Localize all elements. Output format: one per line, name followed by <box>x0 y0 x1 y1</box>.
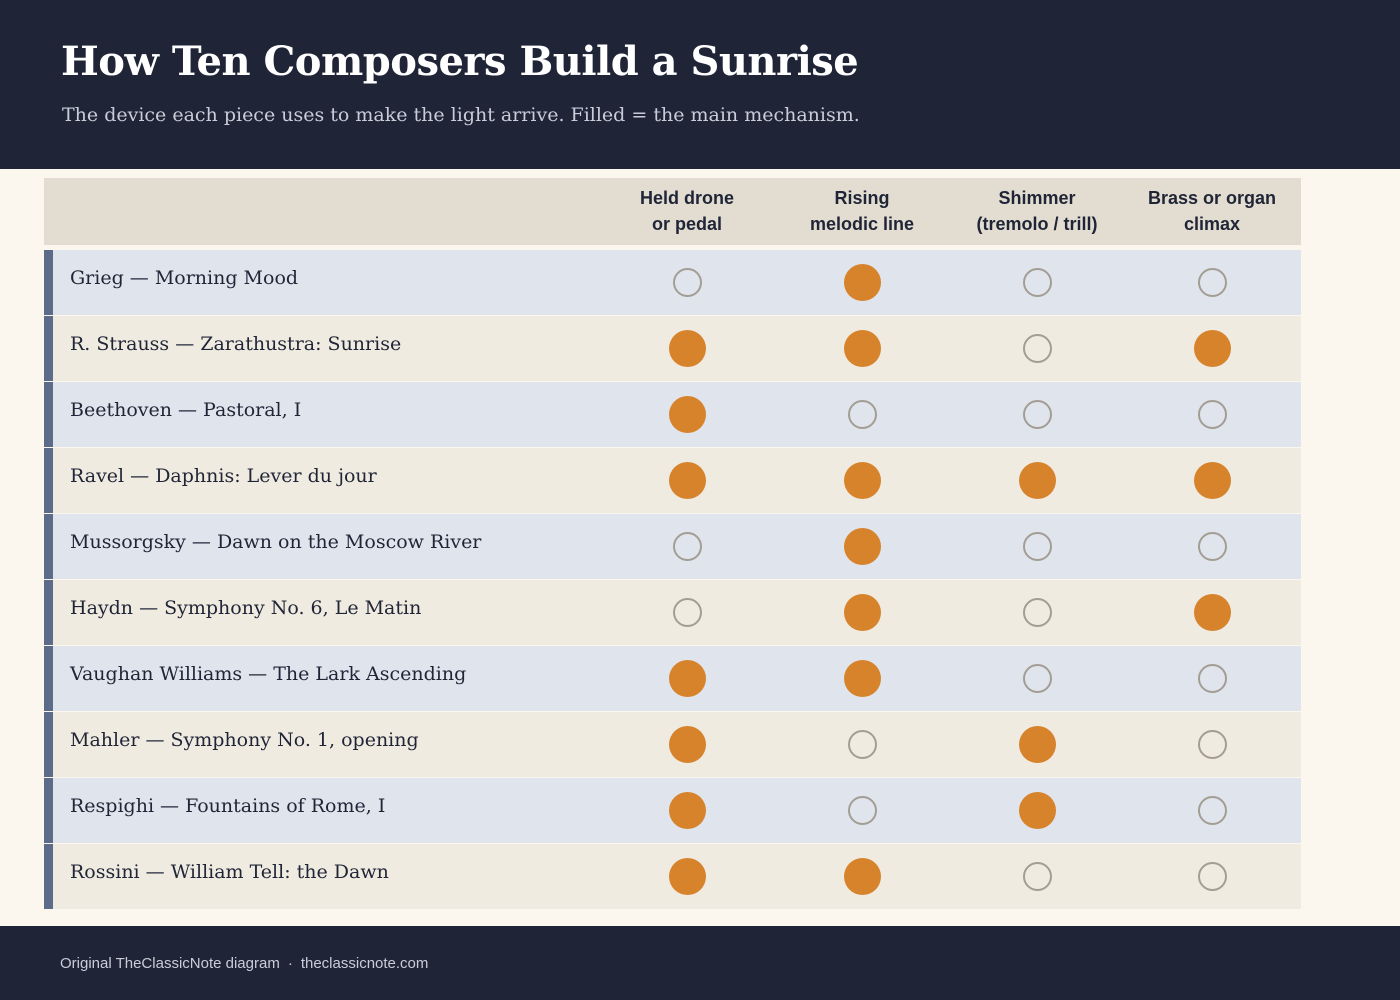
column-header-line-1: Shimmer <box>998 188 1076 208</box>
filled-dot <box>668 660 706 697</box>
column-header-line-1: Held drone <box>639 188 734 208</box>
empty-dot <box>1197 532 1227 561</box>
empty-dot <box>1197 862 1227 891</box>
row-label: Grieg — Morning Mood <box>70 267 299 289</box>
footer-credit: Original TheClassicNote diagram <box>60 955 280 972</box>
empty-dot <box>672 598 702 627</box>
column-header-line-2: (tremolo / trill) <box>976 214 1098 234</box>
filled-dot <box>1193 330 1231 367</box>
row-accent-stripe <box>44 250 53 315</box>
footer-bar: Original TheClassicNote diagram · theclass… <box>0 926 1400 1000</box>
row-accent-stripe <box>44 844 53 909</box>
empty-dot <box>672 532 702 561</box>
filled-dot <box>843 528 881 565</box>
row-label: Ravel — Daphnis: Lever du jour <box>70 465 377 487</box>
empty-dot <box>1197 664 1227 693</box>
row-accent-stripe <box>44 316 53 381</box>
table-row: Beethoven — Pastoral, I <box>44 382 1301 447</box>
column-header-3: Shimmer (tremolo / trill) <box>950 185 1125 237</box>
page-title: How Ten Composers Build a Sunrise <box>61 38 859 85</box>
table-row: Rossini — William Tell: the Dawn <box>44 844 1301 909</box>
empty-dot <box>1022 532 1052 561</box>
row-label: Vaughan Williams — The Lark Ascending <box>70 663 467 685</box>
row-accent-stripe <box>44 646 53 711</box>
column-header-2: Rising melodic line <box>775 185 950 237</box>
column-header-line-2: melodic line <box>809 214 915 234</box>
filled-dot <box>668 858 706 895</box>
footer-site-link[interactable]: theclassicnote.com <box>300 955 429 972</box>
column-header-line-2: climax <box>1183 214 1241 234</box>
table-row: Haydn — Symphony No. 6, Le Matin <box>44 580 1301 645</box>
filled-dot <box>668 396 706 433</box>
empty-dot <box>847 400 877 429</box>
footer-credit-line: Original TheClassicNote diagram · theclass… <box>60 955 428 972</box>
row-label: Beethoven — Pastoral, I <box>70 399 302 421</box>
filled-dot <box>668 726 706 763</box>
filled-dot <box>843 264 881 301</box>
table-row: Respighi — Fountains of Rome, I <box>44 778 1301 843</box>
filled-dot <box>843 858 881 895</box>
table-row: R. Strauss — Zarathustra: Sunrise <box>44 316 1301 381</box>
filled-dot <box>668 792 706 829</box>
column-header-bar <box>44 178 1301 245</box>
filled-dot <box>668 330 706 367</box>
empty-dot <box>1022 664 1052 693</box>
filled-dot <box>1018 792 1056 829</box>
table-row: Vaughan Williams — The Lark Ascending <box>44 646 1301 711</box>
row-label: Respighi — Fountains of Rome, I <box>70 795 386 817</box>
filled-dot <box>843 594 881 631</box>
row-label: Mahler — Symphony No. 1, opening <box>70 729 419 751</box>
filled-dot <box>1018 726 1056 763</box>
filled-dot <box>1193 462 1231 499</box>
header-bar: How Ten Composers Build a Sunrise The de… <box>0 0 1400 169</box>
filled-dot <box>843 660 881 697</box>
row-accent-stripe <box>44 514 53 579</box>
filled-dot <box>843 462 881 499</box>
footer-separator: · <box>287 955 293 972</box>
row-accent-stripe <box>44 580 53 645</box>
empty-dot <box>1022 400 1052 429</box>
empty-dot <box>672 268 702 297</box>
column-header-line-2: or pedal <box>651 214 722 234</box>
empty-dot <box>1022 268 1052 297</box>
row-accent-stripe <box>44 382 53 447</box>
table-row: Grieg — Morning Mood <box>44 250 1301 315</box>
table-row: Mussorgsky — Dawn on the Moscow River <box>44 514 1301 579</box>
column-header-1: Held drone or pedal <box>600 185 775 237</box>
empty-dot <box>847 730 877 759</box>
empty-dot <box>1022 334 1052 363</box>
filled-dot <box>1018 462 1056 499</box>
row-accent-stripe <box>44 712 53 777</box>
empty-dot <box>1197 730 1227 759</box>
row-label: R. Strauss — Zarathustra: Sunrise <box>70 333 402 355</box>
empty-dot <box>1197 268 1227 297</box>
filled-dot <box>1193 594 1231 631</box>
column-header-line-1: Brass or organ <box>1147 188 1277 208</box>
empty-dot <box>1022 598 1052 627</box>
empty-dot <box>1022 862 1052 891</box>
filled-dot <box>668 462 706 499</box>
row-label: Rossini — William Tell: the Dawn <box>70 861 389 883</box>
table-row: Ravel — Daphnis: Lever du jour <box>44 448 1301 513</box>
filled-dot <box>843 330 881 367</box>
row-accent-stripe <box>44 448 53 513</box>
row-accent-stripe <box>44 778 53 843</box>
column-header-line-1: Rising <box>834 188 890 208</box>
empty-dot <box>1197 400 1227 429</box>
empty-dot <box>847 796 877 825</box>
row-label: Mussorgsky — Dawn on the Moscow River <box>70 531 482 553</box>
empty-dot <box>1197 796 1227 825</box>
row-label: Haydn — Symphony No. 6, Le Matin <box>70 597 422 619</box>
column-header-4: Brass or organ climax <box>1125 185 1300 237</box>
page-subtitle: The device each piece uses to make the l… <box>62 104 860 126</box>
table-row: Mahler — Symphony No. 1, opening <box>44 712 1301 777</box>
